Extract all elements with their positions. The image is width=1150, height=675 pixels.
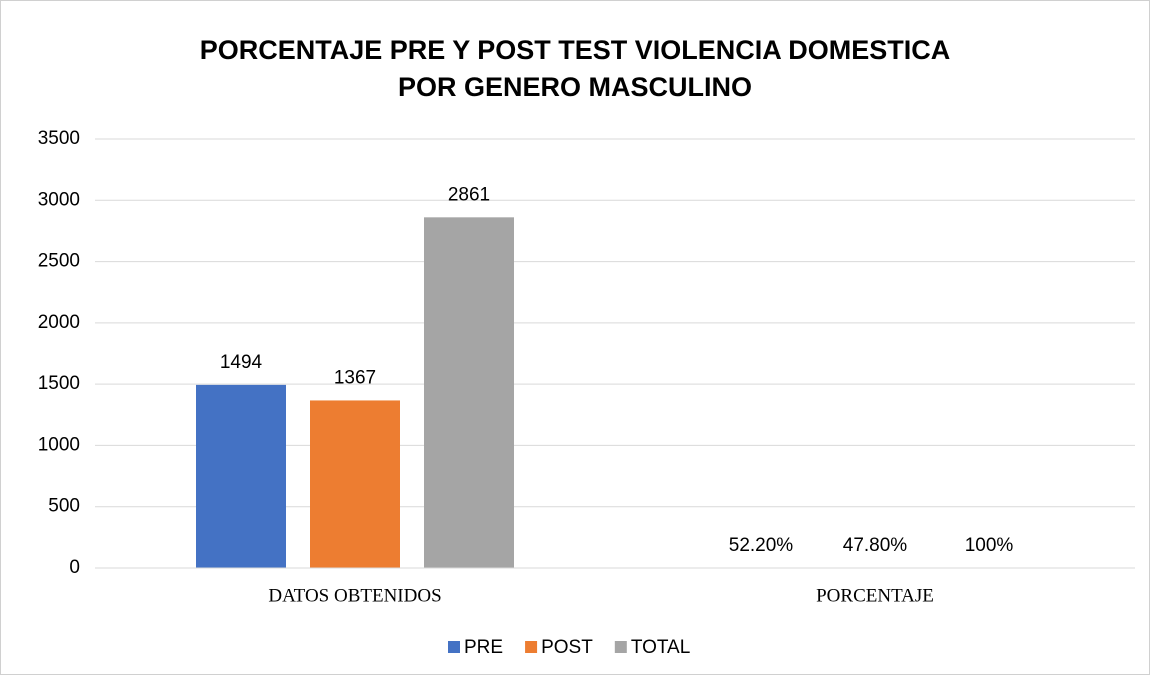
bar [196, 384, 286, 568]
legend-label: PRE [464, 637, 503, 658]
y-tick-label: 3500 [38, 128, 80, 149]
chart-title: POR GENERO MASCULINO [398, 72, 752, 102]
data-label: 100% [965, 535, 1014, 556]
y-tick-label: 1500 [38, 373, 80, 394]
legend-swatch [525, 641, 538, 653]
y-tick-label: 3000 [38, 189, 80, 210]
y-tick-label: 500 [48, 496, 80, 517]
y-tick-label: 0 [69, 557, 80, 578]
x-tick-label: DATOS OBTENIDOS [268, 585, 441, 606]
y-tick-label: 2000 [38, 312, 80, 333]
legend-swatch [448, 641, 460, 653]
y-tick-label: 1000 [38, 434, 80, 455]
data-label: 47.80% [843, 535, 908, 556]
legend-label: TOTAL [631, 637, 690, 658]
y-tick-label: 2500 [38, 251, 80, 272]
bar [310, 400, 400, 568]
legend-label: POST [541, 637, 593, 658]
bar [424, 217, 514, 569]
data-label: 1367 [334, 367, 376, 388]
legend-swatch [614, 641, 627, 653]
data-label: 2861 [448, 184, 490, 205]
chart-title: PORCENTAJE PRE Y POST TEST VIOLENCIA DOM… [200, 35, 951, 65]
x-tick-label: PORCENTAJE [816, 585, 934, 606]
data-label: 52.20% [729, 535, 794, 556]
data-label: 1494 [220, 352, 263, 373]
